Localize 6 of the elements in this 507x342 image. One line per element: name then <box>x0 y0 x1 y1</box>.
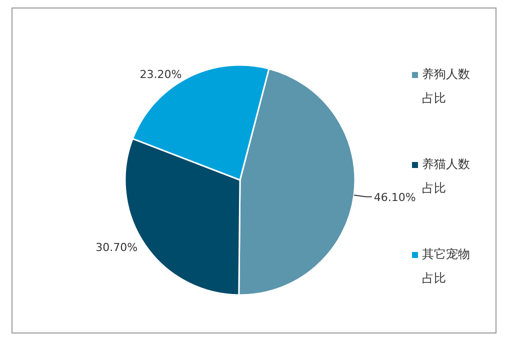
legend-label: 养狗人数占比 <box>422 67 470 105</box>
data-label: 23.20% <box>140 68 182 82</box>
legend-label: 养猫人数占比 <box>422 157 470 195</box>
data-label: 30.70% <box>96 240 138 254</box>
data-label: 46.10% <box>374 190 416 204</box>
legend-label: 其它宠物占比 <box>422 247 470 285</box>
